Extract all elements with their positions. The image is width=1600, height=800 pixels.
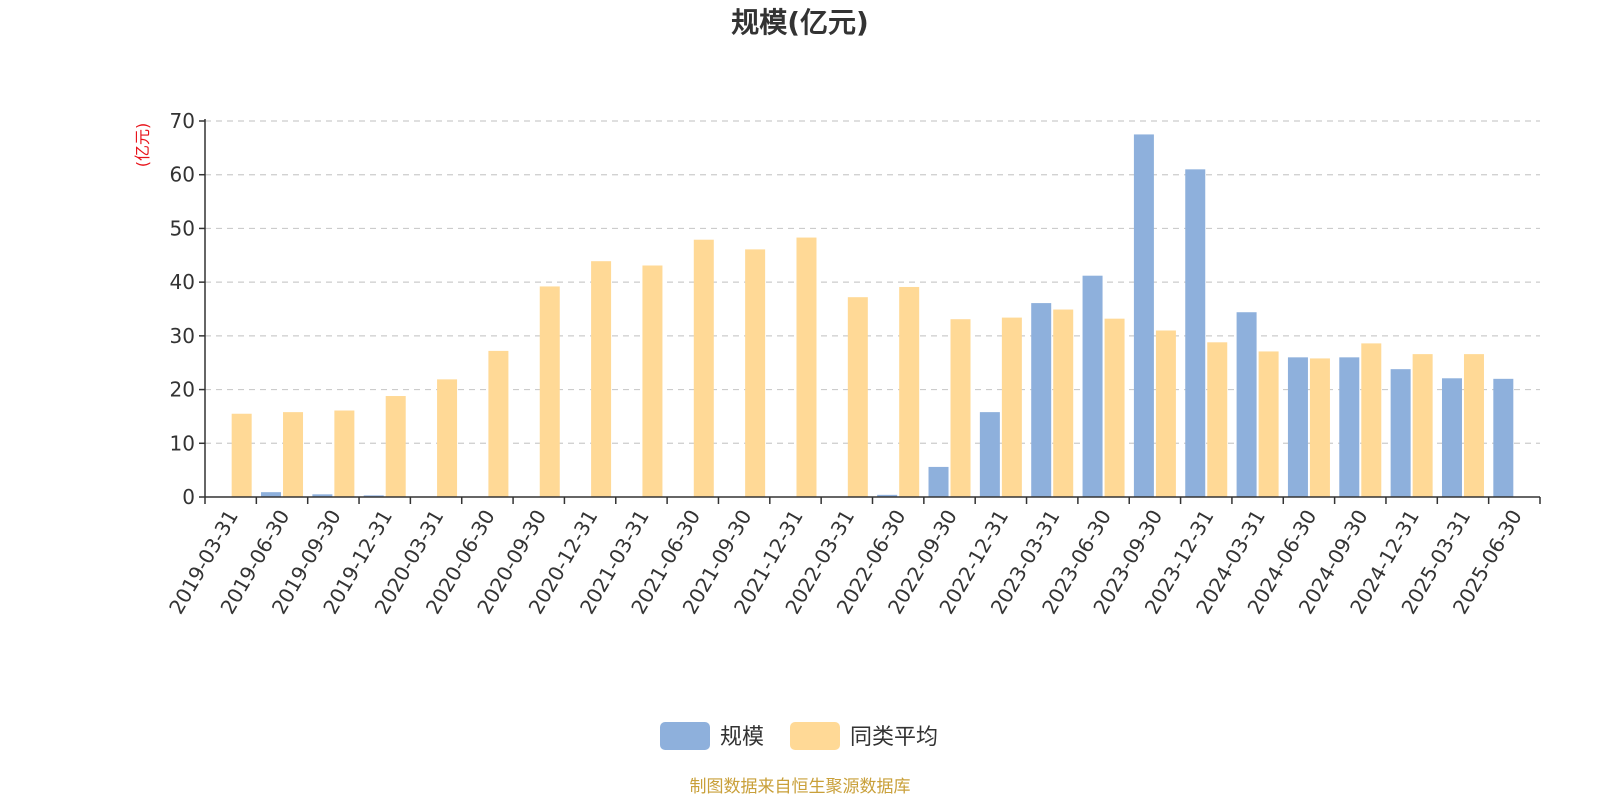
bar-average [334, 410, 355, 497]
bar-scale [1133, 134, 1154, 497]
y-tick-label: 40 [170, 270, 195, 294]
bar-scale [312, 494, 333, 497]
legend: 规模 同类平均 [660, 722, 938, 750]
bars [209, 134, 1514, 498]
y-tick-label: 0 [182, 485, 195, 509]
bar-average [1309, 358, 1330, 497]
bar-average [1463, 354, 1484, 497]
bar-scale [1185, 169, 1206, 498]
y-tick-label: 70 [170, 109, 195, 133]
data-source-note: 制图数据来自恒生聚源数据库 [690, 777, 911, 797]
bar-scale [1082, 275, 1103, 497]
bar-average [1207, 342, 1228, 497]
legend-label-scale: 规模 [720, 725, 764, 750]
bar-scale [1493, 378, 1514, 497]
bar-average [488, 350, 509, 497]
bar-average [539, 286, 560, 497]
bar-average [231, 413, 252, 497]
bar-average [745, 249, 766, 497]
bar-average [950, 319, 971, 497]
bar-scale [979, 412, 1000, 497]
bar-average [1104, 318, 1125, 497]
bar-average [385, 396, 406, 497]
bar-average [899, 286, 920, 497]
bar-average [283, 412, 304, 497]
bar-average [437, 379, 458, 497]
bar-scale [1236, 312, 1257, 497]
y-tick-label: 50 [170, 216, 195, 240]
bar-scale [363, 495, 384, 497]
bar-scale [1339, 357, 1360, 497]
bar-scale [877, 494, 898, 497]
bar-scale [928, 466, 949, 497]
y-tick-label: 60 [170, 163, 195, 187]
bar-average [1412, 354, 1433, 497]
chart-title: 规模(亿元) [731, 6, 869, 39]
bar-average [796, 237, 817, 497]
legend-swatch-average [790, 722, 840, 750]
bar-average [693, 239, 714, 498]
y-axis-unit: (亿元) [133, 123, 152, 168]
bar-scale [1390, 369, 1411, 497]
bar-scale [1287, 357, 1308, 497]
legend-label-average: 同类平均 [850, 725, 938, 750]
bar-average [1361, 343, 1382, 497]
bar-scale [1031, 303, 1052, 497]
bar-average [642, 265, 663, 497]
bar-average [1001, 317, 1022, 497]
bar-scale [1441, 378, 1462, 497]
bar-average [1258, 351, 1279, 497]
legend-swatch-scale [660, 722, 710, 750]
y-tick-label: 30 [170, 324, 195, 348]
y-tick-label: 20 [170, 378, 195, 402]
bar-average [1155, 330, 1176, 497]
bar-average [591, 261, 612, 497]
bar-average [1053, 309, 1074, 497]
y-tick-label: 10 [170, 431, 195, 455]
bar-scale [261, 492, 282, 497]
bar-average [847, 297, 868, 497]
